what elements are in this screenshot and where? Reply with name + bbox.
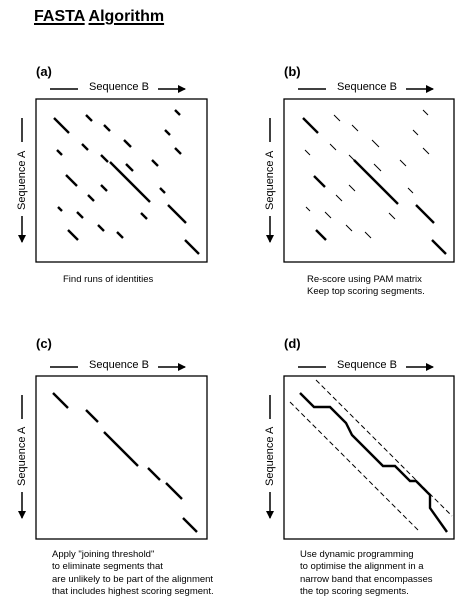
dot-plot-frame [35, 375, 208, 540]
caption-line: Use dynamic programming [300, 549, 414, 560]
panel-b [266, 85, 455, 263]
joined-segments [52, 392, 198, 533]
panel-d-caption: Use dynamic programming to optimise the … [300, 549, 433, 599]
dot-plot-frame [283, 375, 455, 540]
caption-line: Find runs of identities [63, 274, 154, 285]
optimal-alignment-path [299, 392, 448, 533]
caption-line: narrow band that encompasses [300, 573, 433, 585]
panel-c-label: (c) [36, 336, 52, 351]
caption-line: Apply "joining threshold" [52, 549, 155, 560]
panel-b-caption: Re-score using PAM matrix Keep top scori… [307, 274, 425, 299]
panel-d [266, 363, 455, 540]
band-boundary-lower [289, 401, 421, 533]
caption-line: the top scoring segments. [300, 586, 409, 598]
panel-c-x-axis-label: Sequence B [89, 359, 149, 371]
rescored-segments-top [302, 117, 447, 255]
panel-b-x-axis-label: Sequence B [337, 81, 397, 93]
page-title: FASTA Algorithm [34, 8, 164, 26]
panel-a-caption: Find runs of identities [63, 274, 153, 286]
caption-line: to optimise the alignment in a [300, 561, 424, 573]
title-word-algorithm: Algorithm [88, 8, 165, 25]
panel-a [18, 85, 208, 263]
caption-line: are unlikely to be part of the alignment [52, 573, 214, 585]
panel-d-x-axis-label: Sequence B [337, 359, 397, 371]
caption-line: that includes highest scoring segment. [52, 586, 214, 598]
panel-b-label: (b) [284, 64, 301, 79]
panel-a-x-axis-label: Sequence B [89, 81, 149, 93]
panel-c [18, 363, 208, 540]
panel-d-label: (d) [284, 336, 301, 351]
dot-plot-frame [35, 98, 208, 263]
rescored-segments-low [304, 109, 430, 239]
identity-runs [53, 109, 200, 255]
caption-line: to eliminate segments that [52, 561, 163, 573]
panel-a-label: (a) [36, 64, 52, 79]
caption-line: Keep top scoring segments. [307, 286, 425, 298]
caption-line: Re-score using PAM matrix [307, 274, 422, 285]
panel-c-caption: Apply "joining threshold" to eliminate s… [52, 549, 214, 599]
title-word-fasta: FASTA [34, 8, 85, 25]
dot-plot-frame [283, 98, 455, 263]
